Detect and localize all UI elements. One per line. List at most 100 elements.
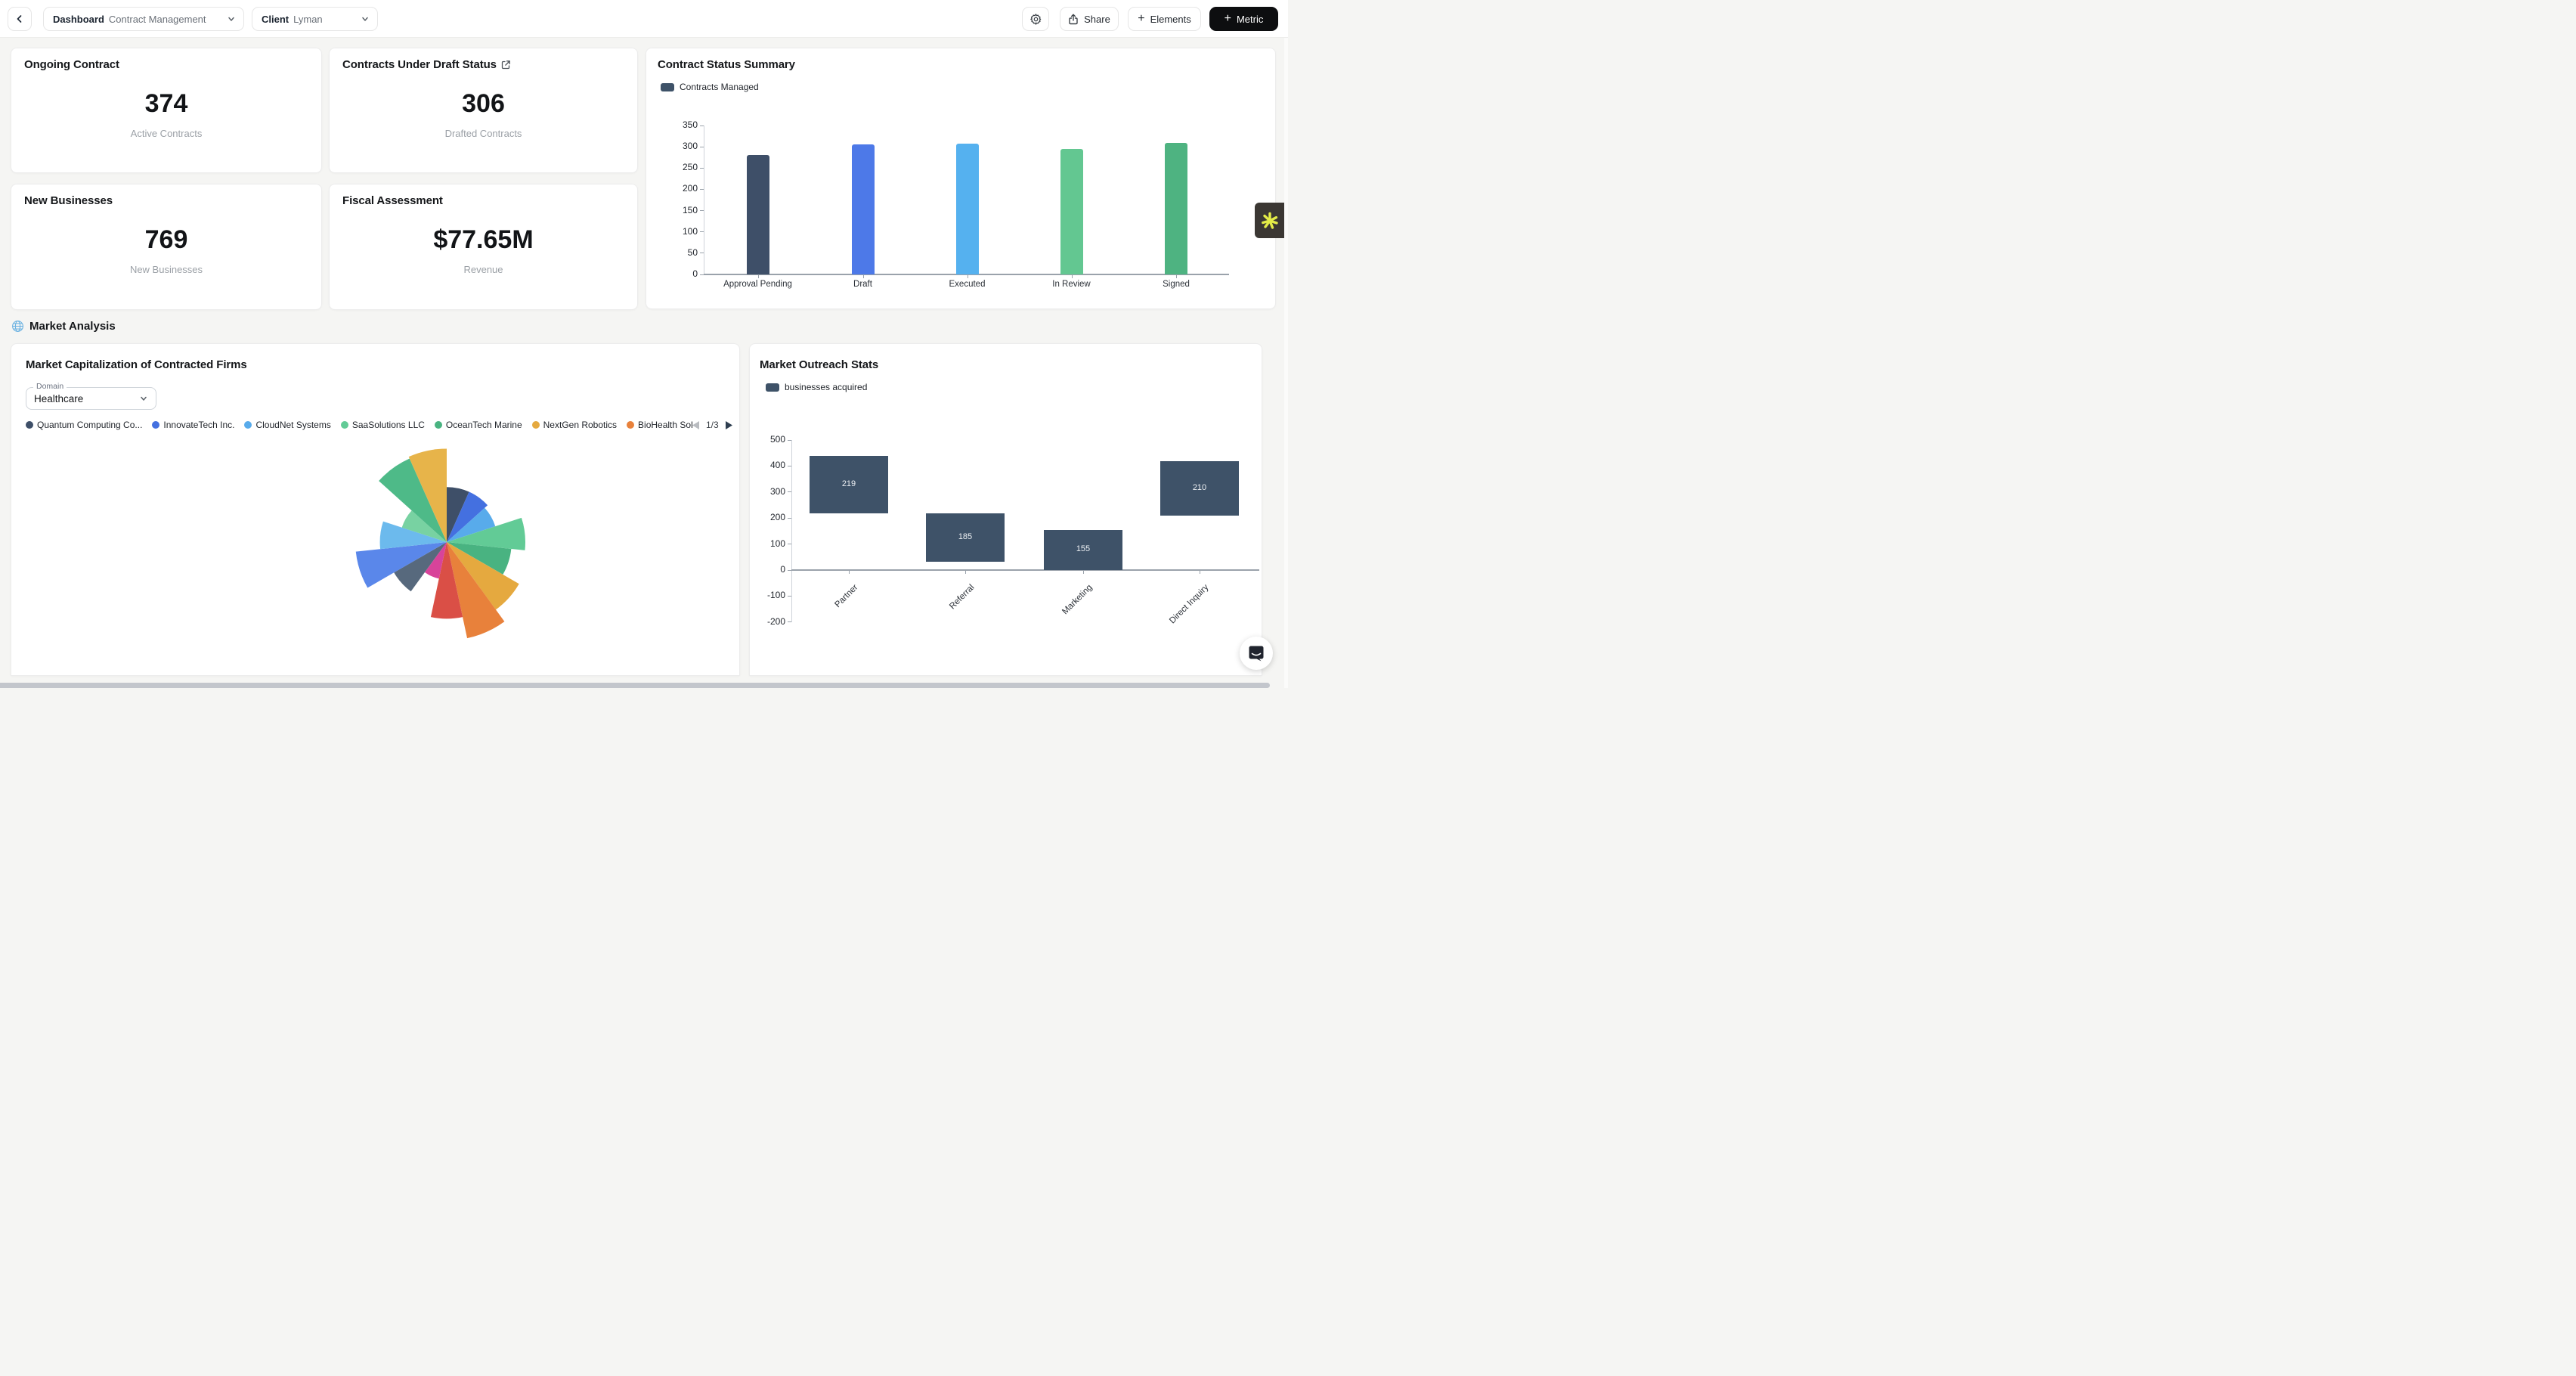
plus-icon: + [1138,12,1145,25]
legend-item-biohealth-sol[interactable]: BioHealth Sol [627,420,693,430]
legend-item-nextgen-robotics[interactable]: NextGen Robotics [531,420,618,430]
stat-card-title: Ongoing Contract [24,58,119,71]
chat-launcher-button[interactable] [1240,637,1273,670]
y-axis-tickmark [700,231,704,233]
bar-executed[interactable] [955,144,979,274]
legend-swatch [661,82,674,91]
vertical-scrollbar-gutter[interactable] [1284,38,1288,688]
legend-prev-icon[interactable] [692,420,700,430]
x-axis-category-label: Approval Pending [723,280,792,289]
market-cap-rose-chart [355,448,525,639]
bar-marketing[interactable]: 155 [1044,529,1122,570]
legend-page-indicator: 1/3 [706,420,719,430]
rose-slice-innovatetech-inc[interactable] [447,491,488,542]
top-bar: Dashboard Contract Management Client Lym… [0,0,1288,38]
stat-value: $77.65M [433,225,534,254]
y-axis-tick-label: 400 [769,460,785,471]
market-outreach-bar-chart: 500 400 300 200 100 0 -100 -200 219 Partner 185 Ref… [750,344,1263,677]
y-axis-tick-label: 350 [682,119,698,130]
legend-label: OceanTech Marine [445,420,522,430]
legend-label: NextGen Robotics [543,420,618,430]
legend-label: SaaSolutions LLC [351,420,425,430]
y-axis-tick-label: -200 [766,615,785,627]
back-button[interactable] [8,7,32,31]
rose-slice-8[interactable] [424,542,447,579]
legend-item-quantum-computing-co[interactable]: Quantum Computing Co... [26,420,142,430]
bar-direct-inquiry[interactable]: 210 [1160,460,1239,516]
y-axis-tickmark [788,569,791,571]
horizontal-scrollbar[interactable] [0,683,1270,688]
assistant-spark-button[interactable] [1255,203,1285,238]
chart-title: Market Capitalization of Contracted Firm… [26,358,247,371]
stat-value: 374 [144,89,188,118]
y-axis-tick-label: 500 [769,434,785,445]
rose-slice-nextgen-robotics[interactable] [447,542,519,610]
legend-next-icon[interactable] [725,420,733,430]
market-outreach-stats-card: Market Outreach Stats businesses acquire… [749,343,1262,676]
settings-button[interactable] [1022,7,1049,31]
bar-partner[interactable]: 219 [810,456,888,513]
share-button[interactable]: Share [1060,7,1119,31]
bar-in-review[interactable] [1060,148,1083,274]
stat-caption: Active Contracts [130,128,203,139]
y-axis-tickmark [700,210,704,212]
rose-slice-quantum-computing-co[interactable] [447,487,469,542]
rose-slice-10[interactable] [355,542,447,588]
legend-pager: 1/3 [692,420,733,430]
legend-dot [26,421,33,429]
rose-slice-11[interactable] [379,521,447,550]
y-axis-tickmark [700,274,704,275]
bar-approval-pending[interactable] [746,155,769,274]
legend-item-oceantech-marine[interactable]: OceanTech Marine [434,420,522,430]
x-axis-tickmark [1071,275,1073,278]
client-select[interactable]: Client Lyman [252,7,378,31]
chevron-down-icon [361,14,370,23]
dashboard-select[interactable]: Dashboard Contract Management [43,7,244,31]
add-metric-button[interactable]: + Metric [1209,7,1278,31]
legend-dot [340,421,348,429]
domain-select[interactable]: Healthcare [26,387,156,410]
elements-button-label: Elements [1150,13,1191,25]
stat-value: 769 [144,225,188,254]
rose-slice-oceantech-marine[interactable] [447,542,512,575]
add-elements-button[interactable]: + Elements [1128,7,1201,31]
rose-slice-biohealth-sol[interactable] [447,542,505,639]
x-axis-category-label: Executed [949,280,986,289]
y-axis-tick-label: -100 [766,590,785,601]
legend-item-cloudnet-systems[interactable]: CloudNet Systems [244,420,331,430]
legend-label: InnovateTech Inc. [163,420,235,430]
rose-slice-13[interactable] [379,458,447,542]
chevron-left-icon [17,15,22,23]
rose-slice-12[interactable] [401,510,447,542]
legend-dot [244,421,252,429]
x-axis-category-label: Partner [833,583,860,610]
x-axis-category-label: Direct Inquiry [1168,583,1211,626]
rose-slice-saasolutions-llc[interactable] [447,517,525,550]
legend-dot [627,421,635,429]
legend-dot [152,421,160,429]
stat-card-new-businesses: New Businesses 769 New Businesses [11,184,322,310]
chat-bubble-icon [1249,646,1264,662]
bar-referral[interactable]: 185 [926,513,1005,562]
legend-item-businesses-acquired[interactable]: businesses acquired [766,382,867,392]
client-select-label: Client [262,13,289,25]
legend-item-innovatetech-inc[interactable]: InnovateTech Inc. [152,420,234,430]
x-axis-zero-line [791,569,1259,571]
bar-signed[interactable] [1165,142,1187,274]
legend-item-contracts-managed[interactable]: Contracts Managed [661,82,759,92]
bar-value-label: 219 [841,479,856,488]
rose-slice-9[interactable] [394,542,447,592]
stat-card-title: Fiscal Assessment [342,194,443,207]
stat-card-title: Contracts Under Draft Status [342,58,511,71]
legend-label: Contracts Managed [680,82,759,92]
rose-slice-7[interactable] [430,542,463,619]
globe-icon [12,321,23,332]
chevron-down-icon [227,14,236,23]
section-title: Market Analysis [29,320,116,333]
legend-item-saasolutions-llc[interactable]: SaaSolutions LLC [340,420,425,430]
external-link-icon[interactable] [501,60,511,70]
bar-draft[interactable] [851,144,875,274]
rose-slice-14[interactable] [408,448,447,543]
share-button-label: Share [1084,13,1110,25]
rose-slice-cloudnet-systems[interactable] [447,507,496,542]
